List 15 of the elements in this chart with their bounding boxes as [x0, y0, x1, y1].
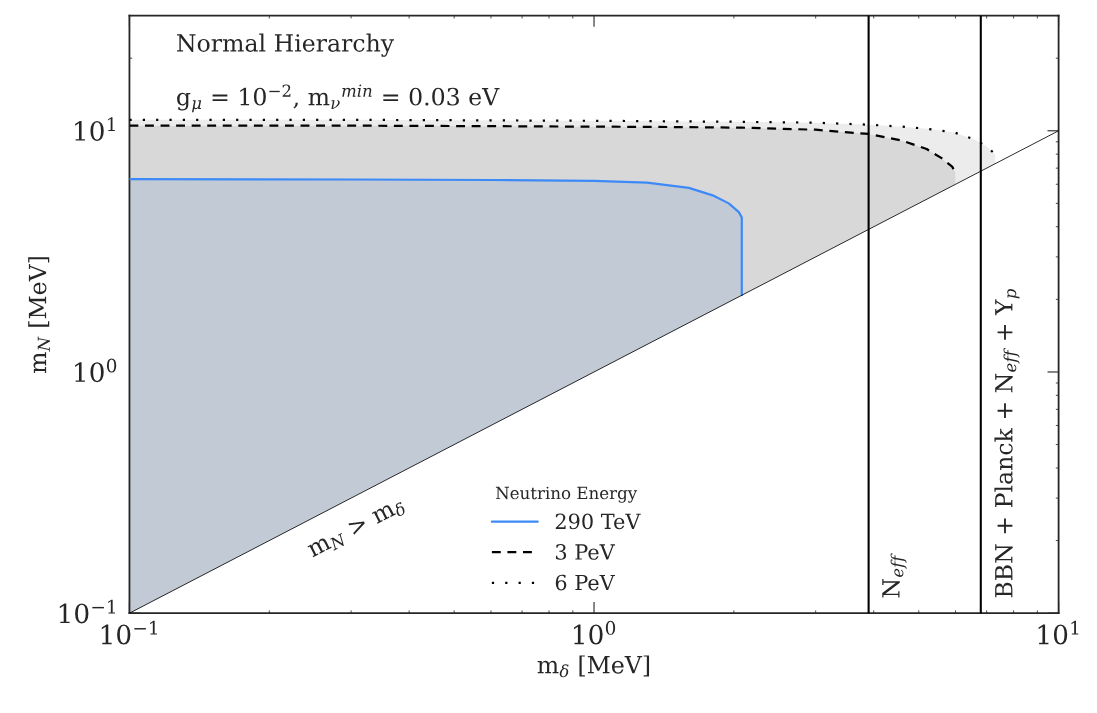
y-tick-label: 10$^{1}$ [75, 117, 115, 141]
y-tick-label: 10$^{0}$ [75, 358, 117, 383]
x-tick-label: 10$^{0}$ [574, 620, 616, 645]
legend-title: Neutrino Energy [495, 486, 638, 503]
annotation: Normal Hierarchy [177, 33, 395, 57]
legend-label: 3 PeV [555, 544, 616, 560]
annotation: g$_{μ}$ = 10$^{−2}$, m$_{ν}$$^{min}$ = 0.03 eV [177, 84, 500, 113]
y-axis-title: m$_{N}$ [MeV] [28, 257, 51, 374]
legend-label: 290 TeV [555, 513, 641, 530]
ref-line-label: N$_{eff}$ [882, 553, 907, 598]
ref-line-label: BBN + Planck + N$_{eff}$ + Y$_{p}$ [994, 289, 1020, 598]
x-tick-label: 10$^{1}$ [1038, 620, 1079, 645]
x-axis-title: m$_{δ}$ [MeV] [537, 655, 650, 678]
legend-label: 6 PeV [555, 574, 616, 591]
annotation: m$_{N}$ > m$_{δ}$ [306, 497, 407, 561]
